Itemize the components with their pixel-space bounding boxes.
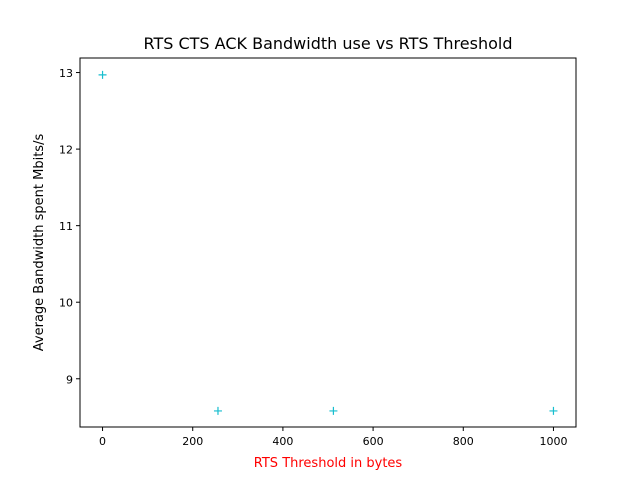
y-tick-label: 10 [59,297,73,310]
data-points [98,70,558,415]
data-point-marker [98,70,107,79]
x-tick-label: 400 [272,435,293,448]
data-point-marker [213,406,222,415]
y-tick-label: 11 [59,220,73,233]
y-tick-label: 9 [66,373,73,386]
plot-frame [79,57,577,428]
data-point-marker [329,406,338,415]
chart-title: RTS CTS ACK Bandwidth use vs RTS Thresho… [144,34,513,53]
x-tick-label: 200 [182,435,203,448]
x-tick-label: 600 [363,435,384,448]
y-axis-ticks: 9 10 11 12 13 [59,67,80,386]
x-axis-ticks: 0 200 400 600 800 1000 [99,427,567,448]
x-axis-label: RTS Threshold in bytes [254,456,403,471]
x-tick-label: 0 [99,435,106,448]
y-tick-label: 12 [59,144,73,157]
x-tick-label: 1000 [539,435,567,448]
y-axis-label: Average Bandwidth spent Mbits/s [32,134,47,352]
x-tick-label: 800 [453,435,474,448]
y-tick-label: 13 [59,67,73,80]
data-point-marker [549,406,558,415]
